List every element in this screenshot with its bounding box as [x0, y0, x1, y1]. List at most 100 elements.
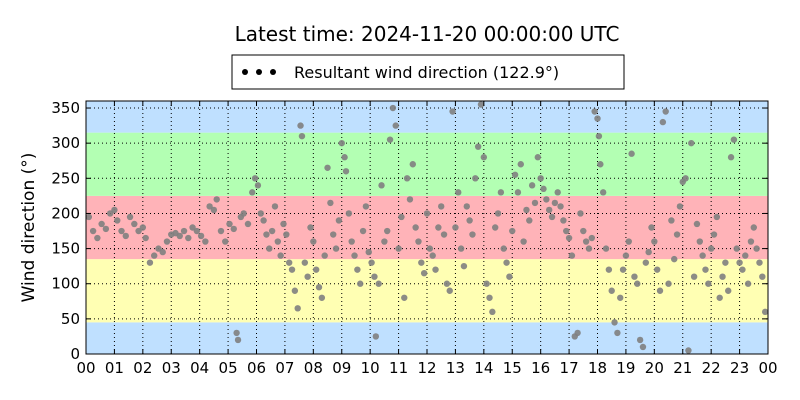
data-point [312, 266, 320, 273]
data-point [753, 245, 760, 252]
data-point [94, 234, 101, 242]
data-point [585, 245, 593, 252]
data-point [283, 231, 290, 238]
data-point [159, 248, 166, 256]
data-point [230, 225, 237, 233]
data-point [114, 217, 121, 224]
y-axis-label: Wind direction (°) [19, 153, 39, 303]
data-point [321, 252, 328, 259]
x-tick-label: 20 [645, 359, 664, 377]
data-point [483, 280, 490, 287]
data-point [648, 224, 655, 231]
data-point [381, 238, 388, 245]
data-point [142, 234, 149, 242]
data-point [210, 206, 218, 214]
data-point [139, 224, 147, 231]
data-point [368, 259, 375, 266]
data-point [318, 294, 326, 301]
data-point [466, 217, 473, 224]
data-point [480, 154, 488, 161]
data-point [135, 227, 142, 235]
data-point [372, 333, 380, 340]
data-point [98, 220, 105, 228]
data-point [690, 273, 698, 280]
legend-label: Resultant wind direction (122.9°) [294, 63, 559, 82]
data-point [332, 245, 340, 252]
data-point [126, 213, 134, 221]
data-point [528, 182, 536, 189]
data-point [263, 231, 270, 238]
data-point [474, 143, 482, 150]
y-tick-label: 250 [51, 169, 80, 187]
data-point [185, 234, 192, 242]
x-tick-label: 19 [616, 359, 635, 377]
data-point [266, 245, 273, 252]
legend-box [231, 54, 625, 90]
data-point [342, 168, 350, 175]
x-tick-label: 04 [190, 359, 209, 377]
data-point [362, 203, 370, 210]
data-point [642, 259, 650, 266]
data-point [180, 227, 188, 235]
data-point [526, 217, 533, 224]
data-point [551, 199, 559, 207]
data-point [395, 245, 402, 252]
y-tick-label: 200 [51, 204, 80, 222]
data-point [301, 259, 309, 266]
data-point [705, 280, 712, 287]
data-point [662, 108, 669, 115]
data-point [233, 329, 240, 337]
x-tick-label: 00 [76, 359, 95, 377]
data-point [338, 139, 345, 147]
data-point [736, 259, 743, 266]
data-point [719, 273, 726, 280]
data-point [602, 245, 610, 252]
x-tick-label: 11 [389, 359, 408, 377]
data-point [189, 224, 196, 231]
data-point [486, 294, 493, 301]
data-point [548, 213, 556, 221]
data-point [291, 287, 299, 294]
x-tick-label: 18 [588, 359, 607, 377]
data-point [565, 234, 573, 242]
data-point [511, 171, 519, 178]
band-1 [86, 259, 768, 323]
data-point [304, 273, 311, 280]
x-tick-label: 00 [758, 359, 777, 377]
data-point [722, 259, 729, 266]
data-point [131, 220, 138, 228]
data-point [89, 227, 97, 235]
data-point [234, 336, 242, 344]
x-tick-label: 15 [503, 359, 522, 377]
data-point [563, 227, 570, 235]
data-point [611, 319, 618, 326]
band-3 [86, 132, 768, 196]
data-point [429, 252, 436, 259]
data-point [739, 266, 746, 273]
data-point [213, 196, 220, 203]
data-point [605, 266, 613, 273]
data-point [622, 252, 630, 259]
data-point [460, 262, 468, 270]
data-point [665, 280, 672, 287]
data-point [668, 217, 675, 224]
x-tick-label: 06 [247, 359, 266, 377]
x-tick-label: 10 [361, 359, 380, 377]
data-point [106, 210, 114, 217]
data-point [659, 118, 667, 126]
data-point [457, 245, 465, 252]
data-point [523, 206, 530, 214]
data-point [420, 269, 428, 277]
data-point [759, 273, 766, 280]
x-tick-label: 02 [133, 359, 152, 377]
data-point [217, 227, 225, 235]
x-tick-label: 08 [304, 359, 323, 377]
data-point [506, 273, 513, 280]
data-point [452, 224, 459, 231]
data-point [324, 164, 331, 171]
data-point [386, 136, 394, 143]
data-point [543, 196, 550, 203]
data-point [756, 259, 763, 266]
data-point [351, 252, 358, 259]
data-point [271, 203, 279, 210]
